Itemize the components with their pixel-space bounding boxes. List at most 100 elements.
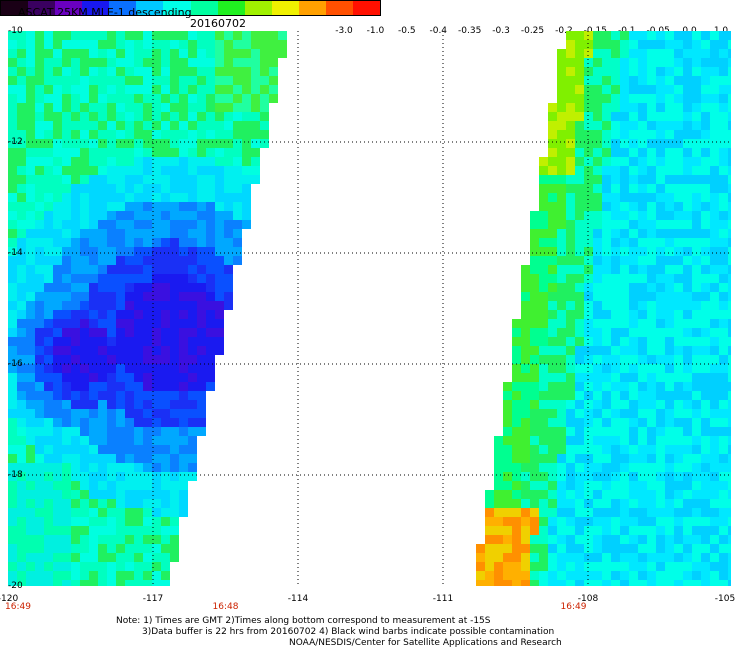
data-cell: [206, 310, 215, 319]
data-cell: [8, 499, 17, 508]
data-cell: [674, 427, 683, 436]
data-cell: [53, 256, 62, 265]
data-cell: [620, 382, 629, 391]
data-cell: [728, 292, 731, 301]
data-cell: [107, 355, 116, 364]
data-cell: [557, 337, 566, 346]
data-cell: [116, 229, 125, 238]
data-cell: [710, 508, 719, 517]
data-cell: [17, 247, 26, 256]
data-cell: [53, 202, 62, 211]
data-cell: [170, 310, 179, 319]
data-cell: [728, 211, 731, 220]
data-cell: [26, 337, 35, 346]
data-cell: [647, 535, 656, 544]
data-cell: [584, 382, 593, 391]
data-cell: [692, 544, 701, 553]
data-cell: [35, 517, 44, 526]
data-cell: [242, 85, 251, 94]
data-cell: [656, 148, 665, 157]
data-cell: [80, 526, 89, 535]
data-cell: [539, 427, 548, 436]
data-cell: [53, 346, 62, 355]
data-cell: [548, 103, 557, 112]
data-cell: [647, 427, 656, 436]
data-cell: [656, 562, 665, 571]
data-cell: [584, 553, 593, 562]
data-cell: [494, 562, 503, 571]
data-cell: [692, 31, 701, 40]
data-cell: [152, 94, 161, 103]
data-cell: [152, 229, 161, 238]
data-cell: [665, 256, 674, 265]
data-cell: [728, 409, 731, 418]
data-cell: [215, 103, 224, 112]
data-cell: [179, 436, 188, 445]
data-cell: [602, 400, 611, 409]
data-cell: [602, 418, 611, 427]
data-cell: [8, 301, 17, 310]
data-cell: [557, 175, 566, 184]
data-cell: [692, 535, 701, 544]
data-cell: [242, 58, 251, 67]
data-cell: [71, 193, 80, 202]
data-cell: [116, 121, 125, 130]
data-cell: [107, 130, 116, 139]
data-cell: [179, 103, 188, 112]
data-cell: [98, 319, 107, 328]
data-cell: [575, 148, 584, 157]
data-cell: [719, 571, 728, 580]
data-cell: [593, 580, 602, 586]
data-cell: [512, 553, 521, 562]
data-cell: [674, 400, 683, 409]
data-cell: [728, 40, 731, 49]
data-cell: [26, 499, 35, 508]
data-cell: [206, 94, 215, 103]
data-cell: [665, 229, 674, 238]
data-cell: [638, 310, 647, 319]
data-cell: [170, 454, 179, 463]
data-cell: [197, 373, 206, 382]
data-cell: [710, 391, 719, 400]
data-cell: [719, 265, 728, 274]
data-cell: [107, 337, 116, 346]
data-cell: [692, 103, 701, 112]
data-cell: [116, 445, 125, 454]
data-cell: [80, 454, 89, 463]
data-cell: [143, 112, 152, 121]
data-cell: [701, 175, 710, 184]
data-cell: [710, 301, 719, 310]
data-cell: [26, 391, 35, 400]
data-cell: [611, 328, 620, 337]
data-cell: [35, 319, 44, 328]
data-cell: [269, 94, 278, 103]
data-cell: [494, 445, 503, 454]
color-scale-swatch: [28, 1, 56, 15]
data-cell: [161, 391, 170, 400]
data-cell: [80, 481, 89, 490]
data-cell: [80, 535, 89, 544]
data-cell: [188, 193, 197, 202]
data-cell: [701, 526, 710, 535]
data-cell: [206, 220, 215, 229]
data-cell: [710, 571, 719, 580]
data-cell: [575, 382, 584, 391]
data-cell: [566, 553, 575, 562]
data-cell: [728, 130, 731, 139]
data-cell: [17, 49, 26, 58]
data-cell: [62, 229, 71, 238]
data-cell: [53, 130, 62, 139]
data-cell: [602, 247, 611, 256]
data-cell: [656, 58, 665, 67]
data-cell: [80, 175, 89, 184]
data-cell: [620, 373, 629, 382]
data-cell: [593, 517, 602, 526]
data-cell: [548, 112, 557, 121]
data-cell: [557, 49, 566, 58]
data-cell: [530, 292, 539, 301]
data-cell: [719, 526, 728, 535]
data-cell: [125, 499, 134, 508]
data-cell: [26, 517, 35, 526]
data-cell: [665, 355, 674, 364]
data-cell: [152, 310, 161, 319]
